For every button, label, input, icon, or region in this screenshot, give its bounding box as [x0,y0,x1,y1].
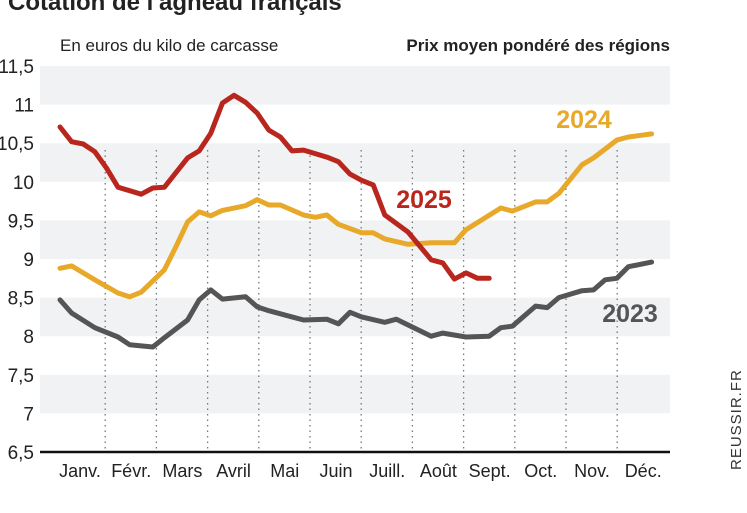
y-tick-label: 10,5 [0,134,34,155]
series-label-2023: 2023 [602,300,658,328]
y-tick-label: 8,5 [8,289,34,310]
series-line-2024 [57,131,655,300]
y-tick-label: 11 [14,96,34,117]
x-tick-label: Nov. [574,461,610,481]
x-tick-label: Juill. [369,461,405,481]
y-tick-label: 7 [23,404,34,425]
y-tick-label: 8 [23,327,34,348]
x-tick-label: Juin [319,461,352,481]
y-tick-label: 10 [13,173,34,194]
y-tick-label: 7,5 [8,366,34,387]
series-label-2025: 2025 [396,186,452,214]
x-tick-label: Août [420,461,457,481]
x-tick-label: Avril [216,461,251,481]
subtitle-right: Prix moyen pondéré des régions [406,36,670,55]
chart-title: Cotation de l'agneau français [8,0,342,16]
grid-band [40,220,670,259]
x-tick-label: Oct. [524,461,557,481]
x-tick-label: Déc. [625,461,662,481]
y-tick-label: 6,5 [8,443,34,464]
x-tick-label: Janv. [59,461,101,481]
grid-band [40,66,670,105]
x-tick-label: Sept. [469,461,511,481]
series-label-2024: 2024 [556,106,612,134]
x-tick-label: Mai [270,461,299,481]
x-tick-label: Févr. [111,461,151,481]
series-line-2023 [57,259,655,350]
y-tick-label: 11,5 [0,57,34,78]
source-credit: REUSSIR.FR [728,369,745,470]
subtitle-left: En euros du kilo de carcasse [60,36,278,55]
series-line-2025 [57,92,492,282]
x-tick-label: Mars [162,461,202,481]
y-tick-label: 9,5 [8,211,34,232]
grid-band [40,374,670,414]
y-tick-label: 9 [23,250,34,271]
